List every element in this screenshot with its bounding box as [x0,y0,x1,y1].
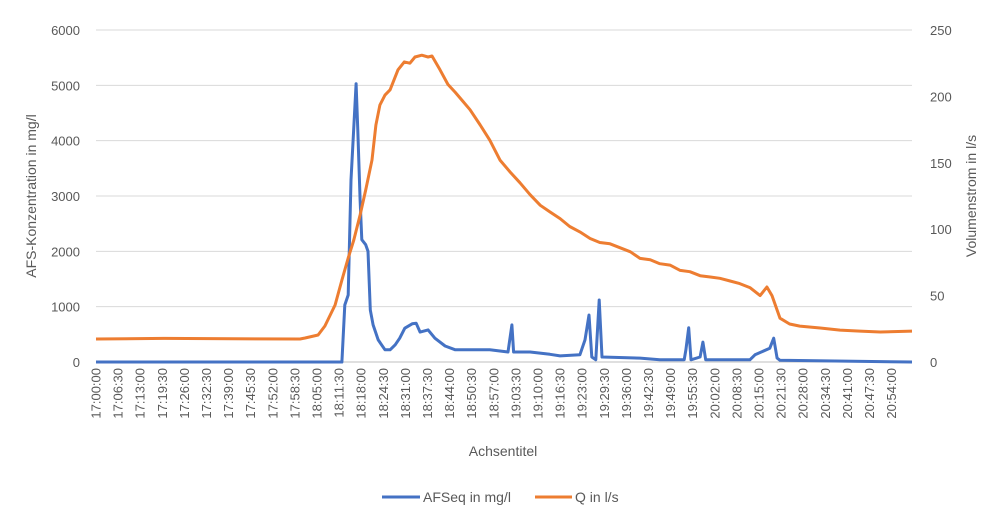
legend: AFSeq in mg/l Q in l/s [382,489,619,505]
x-tick-label: 18:44:00 [442,368,457,419]
x-tick-label: 20:47:30 [862,368,877,419]
x-tick-label: 18:31:00 [398,368,413,419]
x-tick-label: 18:05:00 [310,368,325,419]
y-axis-left-ticks: 0 1000 2000 3000 4000 5000 6000 [51,23,80,370]
x-tick-label: 17:32:30 [199,368,214,419]
x-tick-label: 20:08:30 [729,368,744,419]
x-tick-label: 20:21:30 [774,368,789,419]
y2-tick-label: 200 [930,89,952,104]
y-tick-label: 4000 [51,134,80,149]
x-tick-label: 18:50:30 [464,368,479,419]
y2-tick-label: 0 [930,355,937,370]
x-tick-label: 19:29:30 [597,368,612,419]
x-tick-label: 19:42:30 [641,368,656,419]
x-tick-label: 17:13:00 [133,368,148,419]
series-line-q [95,53,913,341]
y2-tick-label: 100 [930,222,952,237]
x-tick-label: 20:02:00 [707,368,722,419]
x-tick-label: 20:15:00 [752,368,767,419]
x-tick-label: 18:24:30 [376,368,391,419]
y2-tick-label: 250 [930,23,952,38]
x-tick-label: 17:19:30 [155,368,170,419]
series-lines [95,53,913,364]
y-tick-label: 3000 [51,189,80,204]
x-tick-label: 19:49:00 [663,368,678,419]
y-tick-label: 1000 [51,300,80,315]
y2-tick-label: 50 [930,289,944,304]
x-tick-label: 20:34:30 [818,368,833,419]
x-tick-label: 20:41:00 [840,368,855,419]
x-tick-label: 20:54:00 [884,368,899,419]
x-tick-label: 18:18:00 [354,368,369,419]
y-axis-right-ticks: 0 50 100 150 200 250 [930,23,952,370]
x-tick-label: 17:06:30 [111,368,126,419]
y2-tick-label: 150 [930,156,952,171]
x-tick-label: 19:55:30 [685,368,700,419]
y-axis-left-title: AFS-Konzentration in mg/l [23,114,39,277]
x-tick-label: 19:23:00 [575,368,590,419]
x-tick-label: 19:36:00 [619,368,634,419]
gridlines [96,29,912,363]
x-tick-label: 17:52:00 [265,368,280,419]
x-tick-label: 20:28:00 [796,368,811,419]
x-tick-label: 19:16:30 [553,368,568,419]
y-axis-right-title: Volumenstrom in l/s [963,135,979,257]
x-axis-title: Achsentitel [469,443,537,459]
x-tick-label: 18:11:30 [332,368,347,418]
legend-label-q: Q in l/s [575,489,619,505]
x-tick-label: 19:10:00 [531,368,546,419]
x-tick-label: 17:39:00 [221,368,236,419]
x-tick-label: 17:00:00 [89,368,104,419]
y-tick-label: 2000 [51,244,80,259]
series-line-afseq [96,82,913,364]
y-tick-label: 5000 [51,78,80,93]
y-tick-label: 0 [73,355,80,370]
y-tick-label: 6000 [51,23,80,38]
legend-label-afseq: AFSeq in mg/l [423,489,511,505]
x-tick-label: 17:58:30 [287,368,302,419]
x-tick-label: 17:45:30 [243,368,258,419]
x-tick-label: 19:03:30 [508,368,523,419]
x-tick-label: 17:26:00 [177,368,192,419]
x-tick-label: 18:57:00 [486,368,501,419]
x-tick-label: 18:37:30 [420,368,435,419]
x-axis-ticks: 17:00:00 17:06:30 17:13:00 17:19:30 17:26:00… [89,368,900,419]
